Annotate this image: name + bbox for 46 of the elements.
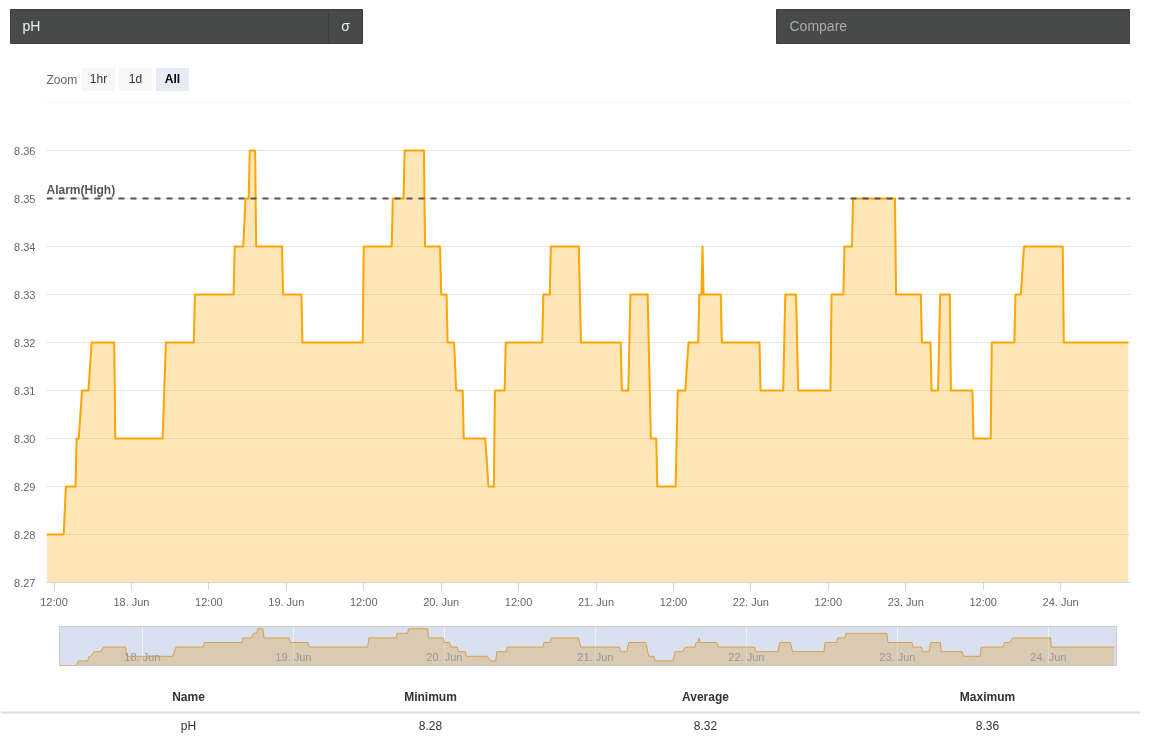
x-tick-label: 20. Jun xyxy=(426,650,463,663)
x-tick-label: 12:00 xyxy=(969,595,997,608)
x-tick-label: 22. Jun xyxy=(728,650,765,663)
text: 1hr xyxy=(89,71,108,86)
x-tick-label: 23. Jun xyxy=(887,595,924,608)
y-tick-label: 8.30 xyxy=(14,432,36,445)
x-tick-label: 18. Jun xyxy=(113,595,150,608)
legend-title: Name xyxy=(172,689,206,704)
text: 1d xyxy=(128,71,143,86)
x-tick-label: 20. Jun xyxy=(423,595,460,608)
x-tick-label: 12:00 xyxy=(659,595,688,608)
ref-line-label: Alarm(High) xyxy=(46,182,116,197)
series-label: pH xyxy=(180,718,197,733)
x-tick-label: 12:00 xyxy=(814,595,843,608)
category-label: Maximum xyxy=(959,689,1016,704)
x-tick-label: 21. Jun xyxy=(577,595,615,608)
x-tick-label: 21. Jun xyxy=(577,650,614,663)
text: Zoom xyxy=(46,72,78,87)
category-label: Average xyxy=(682,689,730,704)
y-tick-label: 8.36 xyxy=(14,144,36,157)
text: All xyxy=(164,71,181,86)
text: Compare xyxy=(789,17,848,34)
y-tick-label: 8.34 xyxy=(14,240,36,253)
x-tick-label: 19. Jun xyxy=(268,595,305,608)
y-tick-label: 8.31 xyxy=(14,384,36,397)
y-tick-label: 8.29 xyxy=(14,480,36,493)
data-label: 8.32 xyxy=(693,719,718,733)
y-tick-label: 8.28 xyxy=(14,528,36,541)
x-tick-label: 12:00 xyxy=(40,595,68,608)
x-tick-label: 24. Jun xyxy=(1030,650,1067,663)
x-tick-label: 19. Jun xyxy=(275,650,312,663)
x-tick-label: 12:00 xyxy=(349,595,378,608)
category-label: Minimum xyxy=(404,689,457,704)
x-tick-label: 24. Jun xyxy=(1042,595,1079,608)
text: σ xyxy=(341,17,351,34)
y-tick-label: 8.32 xyxy=(14,336,36,349)
y-tick-label: 8.35 xyxy=(14,192,36,205)
data-label: 8.28 xyxy=(418,719,443,733)
x-tick-label: 22. Jun xyxy=(732,595,769,608)
text: pH xyxy=(22,17,41,34)
x-tick-label: 23. Jun xyxy=(879,650,916,663)
data-label: 8.36 xyxy=(975,719,1000,733)
x-tick-label: 12:00 xyxy=(504,595,533,608)
y-tick-label: 8.33 xyxy=(14,288,36,301)
x-tick-label: 12:00 xyxy=(195,595,223,608)
y-tick-label: 8.27 xyxy=(14,576,36,589)
